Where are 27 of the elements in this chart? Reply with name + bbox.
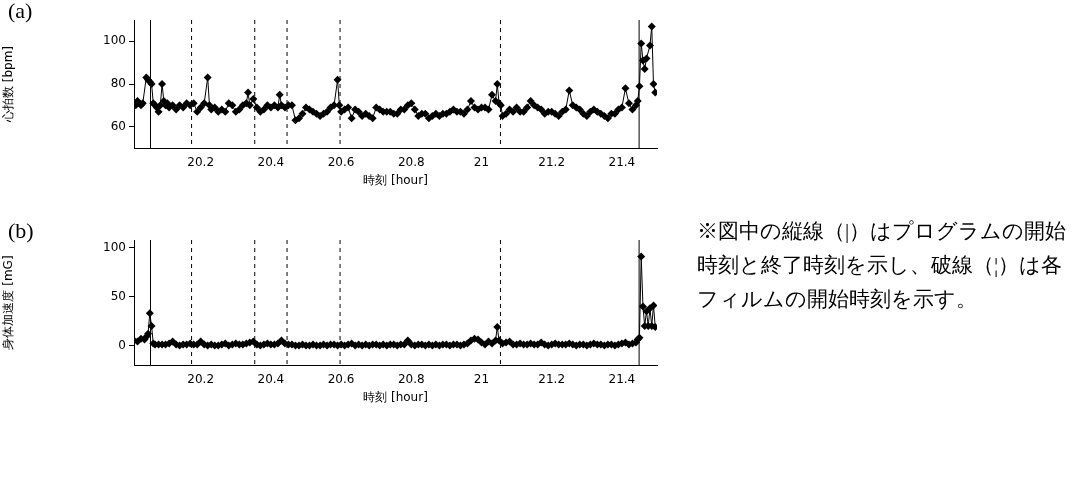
x-tick-label: 21.4 bbox=[608, 155, 636, 170]
x-tick-label: 20.4 bbox=[257, 155, 285, 170]
x-tick-label: 20.6 bbox=[327, 155, 355, 170]
y-tick-label: 100 bbox=[103, 239, 126, 254]
x-axis-title: 時刻 [hour] bbox=[363, 389, 428, 404]
y-tick-label: 100 bbox=[103, 33, 126, 48]
x-tick-label: 20.8 bbox=[397, 372, 425, 387]
y-tick-label: 80 bbox=[110, 76, 126, 91]
x-axis-title: 時刻 [hour] bbox=[363, 172, 428, 187]
x-tick-label: 21.2 bbox=[538, 155, 566, 170]
y-axis-title: 身体加速度 [mG] bbox=[1, 255, 16, 350]
x-tick-label: 21 bbox=[473, 372, 490, 387]
text: ※図中の縦線（|）はプログラムの開始時刻と終了時刻を示し、破線（¦）は各フィルムの開始時刻を示す。 bbox=[697, 218, 1068, 313]
x-tick-label: 21.4 bbox=[608, 372, 636, 387]
chart-title: (b) bbox=[8, 218, 34, 244]
y-axis-title: 心拍数 [bpm] bbox=[1, 45, 16, 124]
x-tick-label: 20.2 bbox=[187, 372, 215, 387]
x-tick-label: 21 bbox=[473, 155, 490, 170]
x-tick-label: 21.2 bbox=[538, 372, 566, 387]
chart-title: (a) bbox=[8, 0, 33, 24]
y-tick-label: 0 bbox=[118, 337, 126, 352]
y-tick-label: 60 bbox=[110, 118, 126, 133]
x-tick-label: 20.6 bbox=[327, 372, 355, 387]
x-tick-label: 20.4 bbox=[257, 372, 285, 387]
x-tick-label: 20.2 bbox=[187, 155, 215, 170]
x-tick-label: 20.8 bbox=[397, 155, 425, 170]
y-tick-label: 50 bbox=[110, 288, 126, 303]
